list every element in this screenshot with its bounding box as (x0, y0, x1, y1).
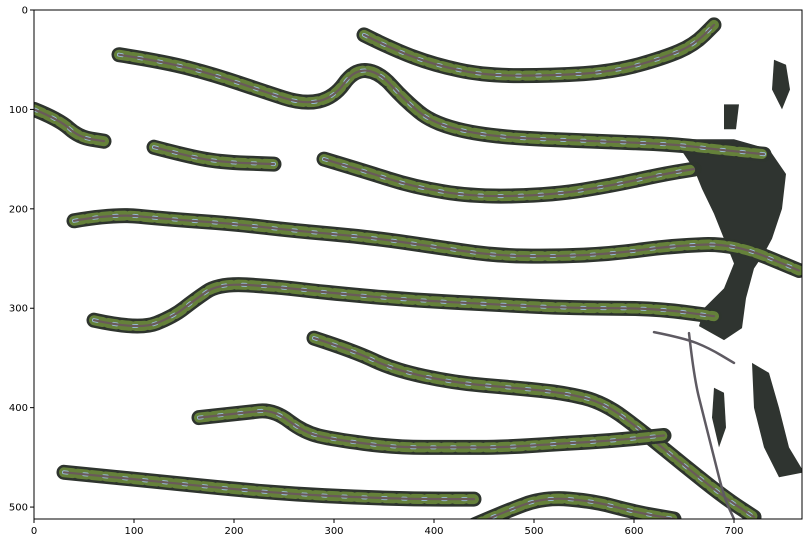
y-tick-label: 200 (9, 204, 28, 215)
branch (111, 47, 772, 162)
branch (306, 330, 762, 519)
branch (56, 464, 482, 507)
x-tick-label: 0 (31, 526, 37, 537)
x-tick-label: 700 (724, 526, 743, 537)
branch-image (34, 17, 802, 519)
x-tick-label: 300 (324, 526, 343, 537)
y-axis: 0 100 200 300 400 500 (9, 6, 34, 514)
branch-bark (92, 283, 716, 328)
x-tick-label: 100 (124, 526, 143, 537)
branch-bark (62, 471, 476, 501)
y-tick-label: 500 (9, 503, 28, 514)
branch (191, 403, 672, 455)
y-tick-label: 0 (22, 6, 28, 17)
branch (146, 139, 282, 172)
x-tick-label: 600 (624, 526, 643, 537)
y-tick-label: 100 (9, 105, 28, 116)
branch-bark (485, 497, 676, 519)
bare-twig (652, 330, 736, 365)
branch (66, 208, 802, 278)
x-tick-label: 500 (524, 526, 543, 537)
dark-foliage-region (712, 387, 726, 448)
branch-bark (152, 146, 276, 166)
x-axis: 0 100 200 300 400 500 600 700 (31, 519, 744, 537)
branch (86, 277, 722, 334)
branch (469, 491, 682, 519)
x-tick-label: 200 (224, 526, 243, 537)
y-tick-label: 300 (9, 304, 28, 315)
branch-bark (312, 337, 756, 519)
x-tick-label: 400 (424, 526, 443, 537)
branch-bark (34, 108, 106, 143)
branch-bark (362, 23, 716, 77)
branch-bark (322, 158, 696, 198)
branch-bark (197, 409, 666, 449)
plot-area (34, 10, 802, 519)
dark-foliage-region (752, 362, 802, 478)
branch-bark (117, 53, 766, 156)
branch (356, 17, 722, 84)
branch (34, 101, 112, 149)
dark-foliage-region (772, 59, 790, 110)
axes-frame (33, 9, 803, 520)
branch (316, 151, 702, 204)
branch-bark (72, 214, 801, 272)
bare-twig (687, 331, 736, 519)
dark-foliage-region (724, 104, 739, 130)
y-tick-label: 400 (9, 403, 28, 414)
